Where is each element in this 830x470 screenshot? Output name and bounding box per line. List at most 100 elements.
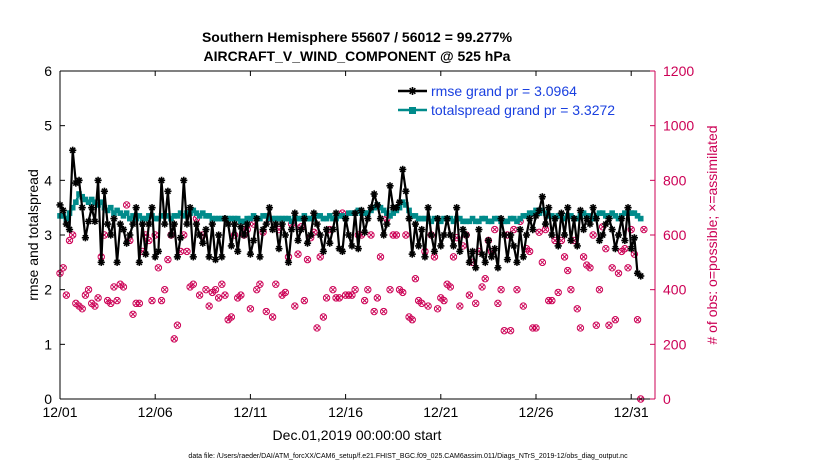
- rmse-point: [361, 228, 369, 236]
- rmse-point: [370, 190, 378, 198]
- obs-point: [195, 291, 204, 299]
- x-ticks: 12/01 12/06 12/11 12/16 12/21 12/26 12/31: [42, 71, 649, 420]
- rmse-point: [265, 204, 274, 212]
- totalspread-point: [603, 213, 609, 219]
- obs-point: [399, 288, 407, 297]
- totalspread-point: [130, 213, 136, 219]
- obs-point: [379, 307, 388, 316]
- totalspread-point: [82, 196, 89, 203]
- rmse-point: [386, 182, 394, 190]
- obs-point: [65, 236, 74, 245]
- totalspread-point: [203, 213, 209, 219]
- obs-point: [110, 283, 118, 291]
- totalspread-point: [428, 218, 435, 225]
- rmse-point: [491, 245, 499, 253]
- obs-point: [535, 228, 543, 236]
- y-right-tick-label: 0: [663, 391, 671, 407]
- obs-point: [294, 250, 302, 258]
- totalspread-point: [269, 215, 276, 222]
- obs-point: [262, 307, 270, 316]
- obs-point: [430, 253, 439, 261]
- rmse-point: [81, 234, 89, 242]
- rmse-point: [278, 220, 286, 228]
- obs-point: [253, 285, 261, 294]
- obs-point: [386, 285, 394, 294]
- totalspread-point: [317, 213, 324, 219]
- obs-point: [573, 305, 581, 313]
- rmse-point: [621, 236, 629, 245]
- obs-point: [506, 326, 515, 335]
- obs-point: [576, 324, 585, 332]
- totalspread-point: [228, 215, 235, 222]
- totalspread-point: [288, 218, 295, 225]
- rmse-point: [354, 245, 362, 253]
- legend-spread-label: totalspread grand pr = 3.3272: [431, 102, 615, 118]
- totalspread-point: [422, 215, 428, 222]
- rmse-point: [338, 247, 347, 255]
- obs-point: [592, 321, 600, 329]
- y-tick-label: 0: [44, 391, 52, 407]
- rmse-point: [513, 258, 521, 266]
- rmse-point: [78, 204, 86, 212]
- rmse-point: [345, 231, 353, 239]
- totalspread-point: [501, 218, 508, 225]
- rmse-point: [221, 215, 229, 223]
- obs-point: [579, 253, 588, 261]
- rmse-point: [167, 231, 175, 239]
- totalspread-point: [568, 213, 574, 219]
- rmse-point: [84, 217, 93, 225]
- totalspread-point: [345, 210, 352, 216]
- rmse-point: [192, 220, 201, 228]
- rmse-point: [157, 176, 166, 184]
- totalspread-point: [111, 210, 117, 216]
- totalspread-point: [117, 210, 124, 216]
- totalspread-point: [530, 210, 536, 216]
- rmse-point: [478, 250, 486, 258]
- obs-point: [605, 321, 613, 329]
- obs-point: [640, 225, 648, 234]
- totalspread-point: [190, 207, 197, 214]
- rmse-point: [119, 225, 128, 234]
- rmse-point: [151, 253, 159, 261]
- rmse-point: [59, 206, 67, 214]
- totalspread-point: [634, 213, 641, 219]
- x-tick-label: 12/06: [138, 404, 173, 420]
- rmse-point: [281, 231, 289, 239]
- rmse-point: [414, 242, 423, 250]
- rmse-point: [637, 272, 645, 280]
- legend-background: [391, 79, 654, 121]
- plot-area: [56, 70, 656, 403]
- obs-point: [525, 247, 534, 256]
- rmse-point: [532, 212, 540, 220]
- rmse-point: [443, 215, 451, 223]
- obs-point: [348, 291, 356, 299]
- rmse-point: [475, 225, 483, 234]
- totalspread-point: [469, 215, 476, 222]
- legend-rmse-star: [408, 87, 417, 95]
- rmse-point: [113, 258, 121, 266]
- y-tick-label: 1: [44, 336, 52, 352]
- rmse-point: [329, 225, 337, 234]
- rmse-point: [564, 204, 572, 212]
- rmse-point: [383, 220, 391, 228]
- rmse-point: [605, 215, 613, 223]
- rmse-point: [357, 206, 366, 214]
- totalspread-point: [171, 213, 178, 219]
- rmse-point: [91, 217, 99, 225]
- totalspread-point: [622, 210, 628, 216]
- obs-point: [211, 285, 220, 294]
- totalspread-point: [120, 213, 127, 219]
- rmse-point: [88, 204, 96, 212]
- rmse-point: [541, 220, 550, 228]
- obs-point: [170, 335, 178, 343]
- obs-point: [300, 296, 309, 305]
- totalspread-point: [69, 204, 76, 211]
- totalspread-point: [200, 210, 206, 216]
- totalspread-point: [523, 213, 530, 219]
- rmse-point: [494, 264, 502, 272]
- totalspread-point: [549, 213, 555, 219]
- obs-point: [456, 302, 464, 310]
- x-tick-label: 12/21: [423, 404, 458, 420]
- totalspread-point: [339, 213, 346, 219]
- obs-point: [402, 231, 410, 239]
